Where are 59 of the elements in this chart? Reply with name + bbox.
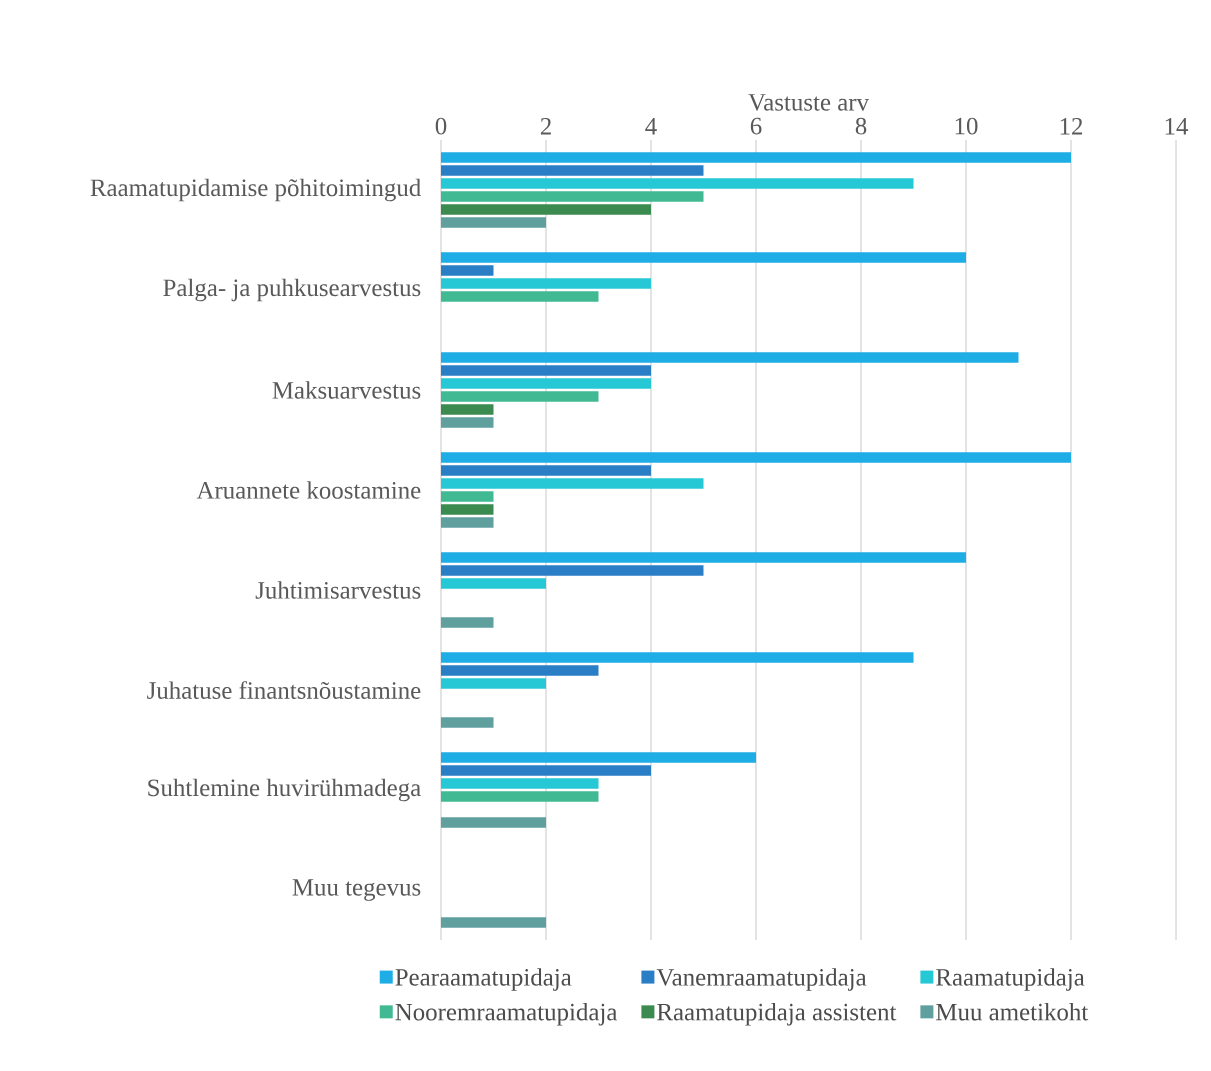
bar [441,504,494,515]
bar [441,678,546,689]
y-tick-label: Raamatupidamise põhitoimingud [90,178,421,202]
bar [441,578,546,589]
bar [441,291,599,302]
bar [441,752,756,763]
bar [441,617,494,628]
bar [441,352,1019,363]
bar [441,152,1072,163]
x-tick-label: 6 [750,117,762,135]
bar [441,665,599,676]
bar [441,465,651,476]
bar [441,552,967,563]
bar [441,491,494,502]
bar [441,417,494,428]
x-tick-label: 0 [435,117,447,135]
bar [441,452,1072,463]
bar [441,817,546,828]
bar [441,565,704,576]
bar [441,378,651,389]
bar [441,278,651,289]
x-tick-label: 12 [1060,118,1083,135]
y-tick-label: Palga- ja puhkusearvestus [163,278,421,302]
bar [441,265,494,276]
y-tick-label: Juhtimisarvestus [255,581,421,599]
legend-label: Vanemraamatupidaja [656,968,867,991]
y-tick-label: Maksuarvestus [272,381,421,399]
y-tick-label: Juhatuse finantsnõustamine [147,681,421,699]
bar [441,517,494,528]
bar [441,404,494,415]
bar [441,917,546,928]
x-tick-label: 14 [1165,118,1189,135]
x-tick-label: 2 [540,118,551,135]
bar [441,652,914,663]
bar [441,252,967,263]
legend-label: Muu ametikoht [936,1002,1089,1021]
legend-label: Nooremraamatupidaja [395,1002,618,1026]
bar [441,217,546,228]
x-tick-label: 4 [645,118,657,135]
legend-label: Pearaamatupidaja [395,968,572,991]
bar [441,191,704,202]
bar [441,178,914,189]
legend-label: Raamatupidaja assistent [657,1002,897,1026]
bar [441,778,599,789]
bar [441,478,704,489]
bar [441,391,599,402]
x-tick-label: 10 [955,117,978,135]
x-tick-label: 8 [855,117,867,135]
bar [441,204,651,215]
bar [441,765,651,776]
x-axis-title: Vastuste arv [748,94,870,111]
bar [441,165,704,176]
y-tick-label: Aruannete koostamine [196,481,421,499]
bar [441,717,494,728]
bar [441,791,599,802]
y-tick-label: Suhtlemine huvirühmadega [148,778,421,802]
y-tick-label: Muu tegevus [292,879,421,901]
bar [441,365,651,376]
legend-label: Raamatupidaja [936,968,1085,991]
